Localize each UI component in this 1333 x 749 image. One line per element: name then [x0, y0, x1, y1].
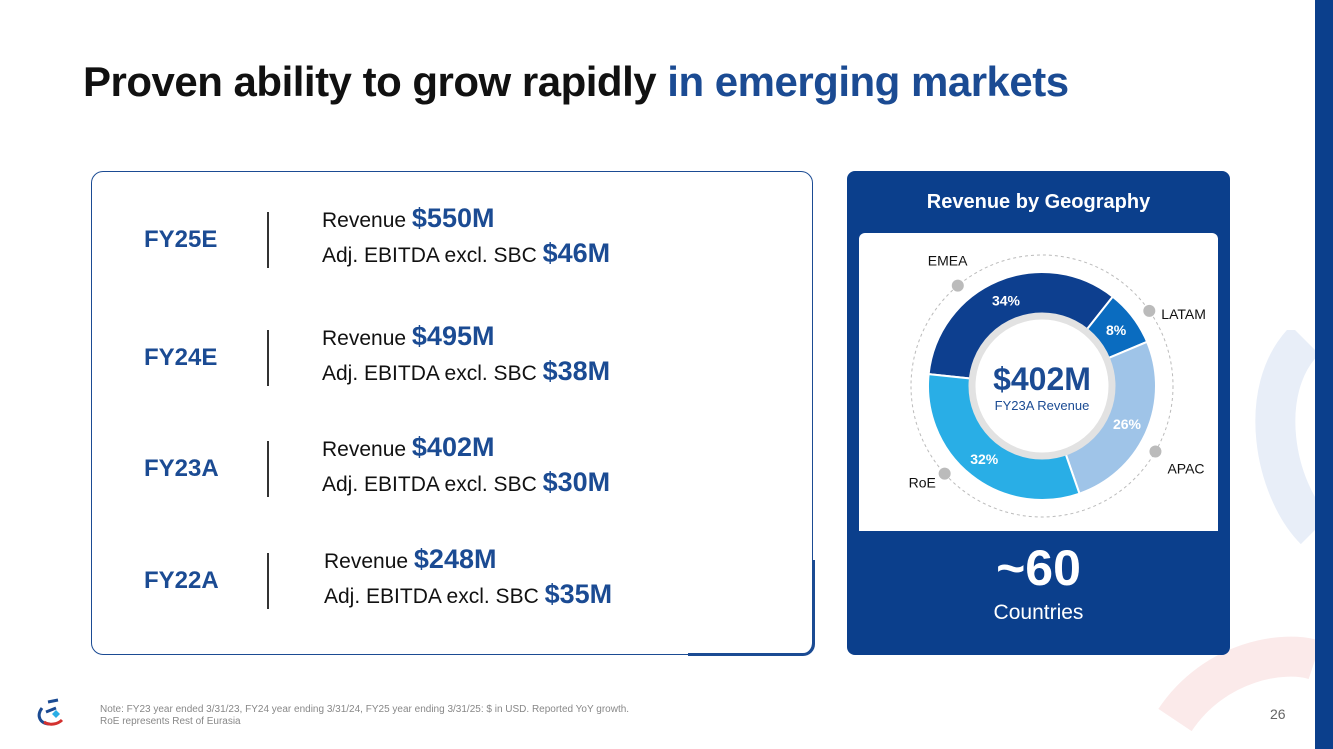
fy-label: FY24E: [144, 344, 218, 371]
divider: [267, 212, 269, 268]
page-title: Proven ability to grow rapidly in emergi…: [83, 58, 1069, 105]
revenue-value: $495M: [411, 321, 495, 351]
financials-panel: FY25E Revenue $550M Adj. EBITDA excl. SBC …: [91, 171, 813, 655]
divider: [267, 441, 269, 497]
revenue-value: $248M: [413, 544, 497, 574]
region-label: EMEA: [928, 253, 968, 269]
ebitda-value: $38M: [542, 356, 611, 386]
slice-marker-dot: [1143, 304, 1156, 317]
slice-marker-dot: [951, 279, 964, 292]
country-count: ~60: [996, 540, 1081, 596]
page-number: 26: [1270, 706, 1286, 722]
revenue-value: $402M: [411, 432, 495, 462]
divider: [267, 553, 269, 609]
footnote: Note: FY23 year ended 3/31/23, FY24 year…: [100, 704, 630, 727]
donut-center: [968, 312, 1116, 460]
fy-label: FY23A: [144, 455, 219, 482]
slice-percent-label: 8%: [1106, 322, 1127, 338]
decorative-swoosh: [1158, 330, 1315, 732]
region-label: RoE: [909, 475, 936, 491]
slice-marker-dot: [938, 467, 951, 480]
dashed-guide-ring: [910, 254, 1174, 518]
slice-marker-dot: [1149, 445, 1162, 458]
ebitda-value: $35M: [544, 579, 613, 609]
geography-title: Revenue by Geography: [926, 191, 1151, 213]
fy-label: FY25E: [144, 226, 218, 253]
divider: [267, 330, 269, 386]
region-label: LATAM: [1161, 306, 1206, 322]
donut-area: 34% EMEA 8% LATAM 26% APAC 32% RoE $402M FY23A Re…: [859, 233, 1218, 531]
slice-percent-label: 32%: [970, 451, 999, 467]
fy-row: FY24E Revenue $495M Adj. EBITDA excl. SBC …: [144, 321, 611, 386]
geography-panel: Revenue by Geography 34% EMEA 8% LATAM 26% AP…: [847, 171, 1230, 655]
company-logo-icon: [37, 698, 64, 726]
center-label: FY23A Revenue: [995, 398, 1090, 413]
center-value: $402M: [993, 361, 1091, 397]
ebitda-value: $46M: [542, 238, 611, 268]
fy-row: FY23A Revenue $402M Adj. EBITDA excl. SBC …: [144, 432, 611, 497]
revenue-value: $550M: [411, 203, 495, 233]
ebitda-value: $30M: [542, 467, 611, 497]
fy-label: FY22A: [144, 567, 219, 594]
right-edge-bar: [1315, 0, 1333, 749]
slice-percent-label: 26%: [1113, 416, 1142, 432]
slice-percent-label: 34%: [992, 292, 1021, 308]
corner-accent: [688, 560, 815, 656]
fy-row: FY22A Revenue $248M Adj. EBITDA excl. SBC …: [144, 544, 613, 609]
fy-row: FY25E Revenue $550M Adj. EBITDA excl. SBC …: [144, 203, 611, 268]
region-label: APAC: [1167, 461, 1204, 477]
country-count-label: Countries: [993, 601, 1084, 624]
